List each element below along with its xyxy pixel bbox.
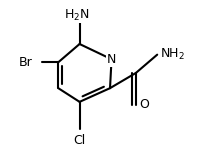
Text: Br: Br — [19, 56, 32, 69]
Text: H$_2$N: H$_2$N — [64, 8, 89, 23]
Text: O: O — [140, 98, 150, 111]
Text: NH$_2$: NH$_2$ — [160, 47, 185, 62]
Text: Cl: Cl — [73, 134, 86, 147]
Text: N: N — [107, 53, 116, 66]
